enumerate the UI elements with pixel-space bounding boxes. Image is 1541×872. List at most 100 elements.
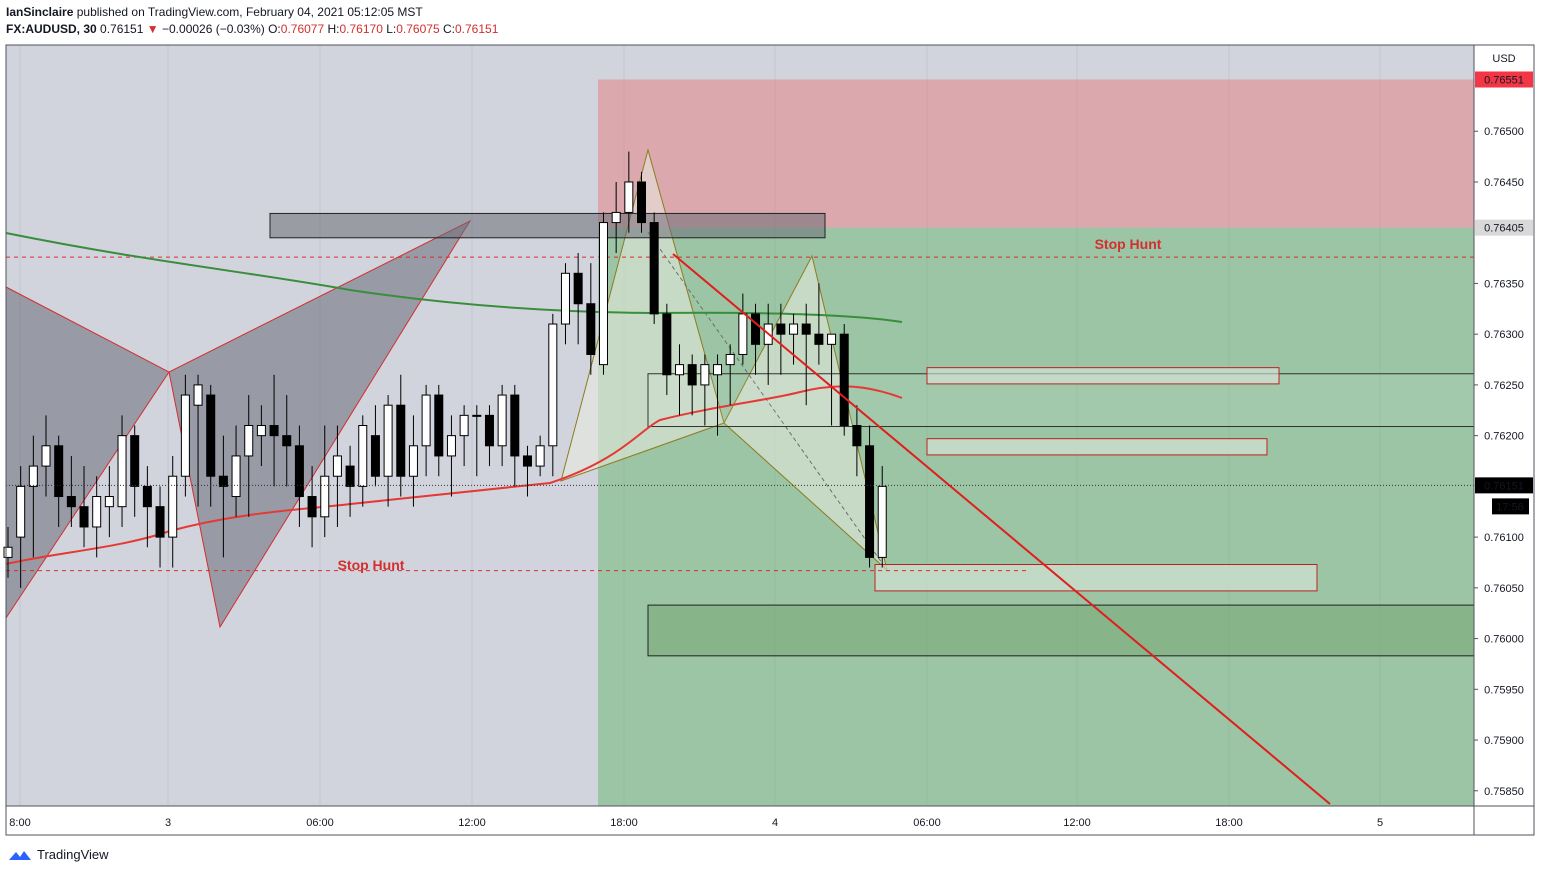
candle-body[interactable] xyxy=(155,506,165,538)
profit-target-zone[interactable] xyxy=(598,227,1474,806)
close-label: C: xyxy=(442,22,455,36)
candle-body[interactable] xyxy=(3,546,13,558)
price-tick-label: 0.76050 xyxy=(1484,583,1524,595)
demand-box-1[interactable] xyxy=(874,564,1318,592)
candle-body[interactable] xyxy=(814,333,824,345)
candle-body[interactable] xyxy=(827,333,837,345)
candle-body[interactable] xyxy=(573,272,583,305)
candle-body[interactable] xyxy=(256,425,266,437)
harmonic-pattern-left-2[interactable] xyxy=(168,219,472,629)
open-value: 0.76077 xyxy=(280,22,325,36)
candle-body[interactable] xyxy=(180,394,190,477)
countdown-label: 17:56 xyxy=(1496,501,1524,513)
low-value: 0.76075 xyxy=(396,22,440,36)
candle-body[interactable] xyxy=(370,435,380,477)
candle-body[interactable] xyxy=(776,323,786,335)
price-tick-label: 0.76350 xyxy=(1484,278,1524,290)
footer-brand[interactable]: TradingView xyxy=(8,847,109,862)
symbol-label[interactable]: FX:AUDUSD, 30 xyxy=(6,22,97,36)
candle-body[interactable] xyxy=(877,485,887,558)
candle-body[interactable] xyxy=(510,394,520,457)
candle-body[interactable] xyxy=(28,465,38,487)
brand-name: TradingView xyxy=(37,847,109,862)
candle-body[interactable] xyxy=(320,475,330,518)
candle-body[interactable] xyxy=(358,425,368,487)
candle-body[interactable] xyxy=(408,445,418,477)
candle-body[interactable] xyxy=(396,404,406,477)
price-tick-label: 0.75850 xyxy=(1484,786,1524,798)
author-name[interactable]: IanSinclaire xyxy=(6,5,74,19)
candle-body[interactable] xyxy=(421,394,431,447)
candle-body[interactable] xyxy=(16,485,26,538)
candle-body[interactable] xyxy=(497,394,507,447)
candle-body[interactable] xyxy=(725,353,735,366)
candle-body[interactable] xyxy=(700,364,710,386)
candle-body[interactable] xyxy=(383,404,393,477)
candle-body[interactable] xyxy=(586,303,596,355)
candle-body[interactable] xyxy=(307,496,317,518)
candle-body[interactable] xyxy=(294,445,304,498)
candle-body[interactable] xyxy=(839,333,849,426)
candle-body[interactable] xyxy=(79,506,89,528)
candle-body[interactable] xyxy=(92,496,102,528)
candle-body[interactable] xyxy=(624,181,634,213)
candle-body[interactable] xyxy=(54,445,64,498)
candle-body[interactable] xyxy=(459,414,469,437)
candle-body[interactable] xyxy=(41,445,51,467)
candle-body[interactable] xyxy=(104,496,114,508)
candle-body[interactable] xyxy=(713,364,723,376)
candle-body[interactable] xyxy=(852,425,862,447)
candle-body[interactable] xyxy=(662,313,672,376)
candle-body[interactable] xyxy=(637,181,646,224)
demand-box-2[interactable] xyxy=(647,604,1475,657)
candle-body[interactable] xyxy=(218,475,228,487)
candle-body[interactable] xyxy=(282,435,292,447)
candle-body[interactable] xyxy=(66,496,76,508)
candle-body[interactable] xyxy=(193,384,203,406)
tradingview-logo-icon xyxy=(9,850,31,860)
candle-body[interactable] xyxy=(687,364,697,386)
candle-body[interactable] xyxy=(649,222,659,315)
candle-body[interactable] xyxy=(345,465,355,487)
candle-body[interactable] xyxy=(168,475,178,538)
candle-body[interactable] xyxy=(535,445,545,467)
time-tick-label: 5 xyxy=(1377,817,1383,829)
price-tick-label: 0.76250 xyxy=(1484,380,1524,392)
time-tick-label: 18:00 xyxy=(1215,817,1243,829)
resistance-box[interactable] xyxy=(269,212,826,239)
candle-body[interactable] xyxy=(231,455,241,498)
pattern-dashed-line xyxy=(647,231,888,571)
candle-body[interactable] xyxy=(332,455,342,477)
candle-body[interactable] xyxy=(611,211,621,224)
candle-body[interactable] xyxy=(548,323,558,447)
candle-body[interactable] xyxy=(801,323,811,335)
candle-body[interactable] xyxy=(751,313,761,345)
candle-body[interactable] xyxy=(117,435,127,508)
candle-body[interactable] xyxy=(560,272,570,325)
candle-body[interactable] xyxy=(522,455,532,467)
candle-body[interactable] xyxy=(484,414,494,447)
moving-average-green[interactable] xyxy=(5,232,903,323)
candle-body[interactable] xyxy=(130,435,140,487)
candle-body[interactable] xyxy=(446,435,456,457)
price-axis-currency: USD xyxy=(1492,53,1515,65)
trend-line[interactable] xyxy=(672,253,1331,805)
close-value: 0.76151 xyxy=(454,22,499,36)
candle-body[interactable] xyxy=(472,414,482,417)
supply-box-2[interactable] xyxy=(926,438,1268,456)
supply-box-1[interactable] xyxy=(926,367,1280,385)
candle-body[interactable] xyxy=(434,394,444,457)
low-label: L: xyxy=(386,22,397,36)
candle-body[interactable] xyxy=(789,323,799,335)
candle-body[interactable] xyxy=(738,313,748,355)
candle-body[interactable] xyxy=(206,394,216,477)
price-tick-label: 0.76200 xyxy=(1484,431,1524,443)
candle-body[interactable] xyxy=(675,364,685,376)
candle-body[interactable] xyxy=(865,445,875,558)
candle-body[interactable] xyxy=(142,485,152,508)
candle-body[interactable] xyxy=(269,425,279,437)
stop-loss-zone[interactable] xyxy=(598,79,1474,228)
candle-body[interactable] xyxy=(598,222,608,366)
candle-body[interactable] xyxy=(244,425,254,457)
